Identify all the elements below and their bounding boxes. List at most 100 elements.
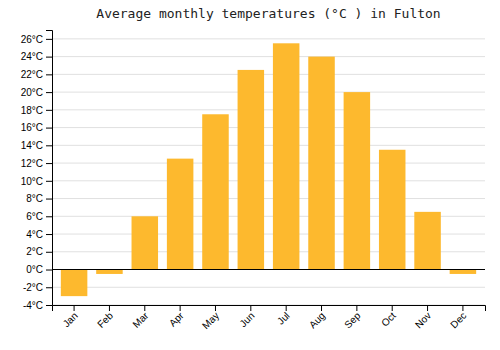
y-tick: 8°C [26, 193, 52, 204]
y-tick-mark [46, 92, 52, 93]
x-tick: Apr [167, 305, 186, 329]
x-tick: Sep [342, 305, 363, 330]
x-tick-mark [144, 305, 145, 311]
y-tick-label: 2°C [26, 246, 43, 257]
bar [344, 92, 371, 269]
y-tick: 22°C [21, 69, 52, 80]
y-tick-label: 26°C [21, 34, 43, 45]
x-tick-label: Sep [342, 310, 363, 331]
y-tick: 12°C [21, 158, 52, 169]
bar [61, 270, 88, 297]
bar [238, 70, 265, 270]
x-tick: Dec [448, 305, 468, 330]
x-tick-mark [286, 305, 287, 311]
grid-line [52, 109, 485, 110]
y-tick: 14°C [21, 140, 52, 151]
y-tick: -4°C [23, 300, 52, 311]
x-tick-mark [250, 305, 251, 311]
grid-line [52, 74, 485, 75]
y-tick-mark [46, 252, 52, 253]
x-tick-mark [462, 305, 463, 311]
bar [167, 159, 194, 270]
grid-line [52, 180, 485, 181]
y-tick-mark [46, 305, 52, 306]
grid [52, 39, 485, 305]
y-tick-label: 16°C [21, 122, 43, 133]
x-tick: Jan [61, 305, 80, 329]
bar [308, 57, 335, 270]
y-tick: 18°C [21, 105, 52, 116]
x-tick-label: Apr [167, 309, 186, 328]
x-tick-mark [180, 305, 181, 311]
bar [202, 114, 229, 269]
y-tick-mark [46, 110, 52, 111]
y-tick-mark [46, 270, 52, 271]
y-tick-mark [46, 216, 52, 217]
x-tick: Aug [307, 305, 327, 330]
x-tick-label: Oct [379, 310, 398, 329]
x-tick: Nov [413, 305, 433, 330]
x-tick-mark [74, 305, 75, 311]
x-tick-mark [109, 305, 110, 311]
plot-area [52, 43, 485, 296]
y-tick-label: 10°C [21, 176, 43, 187]
y-tick-mark [46, 128, 52, 129]
y-tick-mark [46, 199, 52, 200]
x-tick-mark [215, 305, 216, 311]
y-tick-label: 0°C [26, 264, 43, 275]
x-tick: Feb [95, 305, 115, 330]
title: Average monthly temperatures (°C ) in Fu… [96, 6, 440, 21]
y-tick: 10°C [21, 176, 52, 187]
x-tick: Mar [130, 305, 150, 330]
grid-line [52, 56, 485, 57]
y-tick-mark [46, 287, 52, 288]
grid-line [52, 92, 485, 93]
x-tick-label: Jun [237, 310, 256, 329]
y-tick-mark [46, 39, 52, 40]
grid-line [52, 38, 485, 39]
x-tick-mark [392, 305, 393, 311]
y-tick: 26°C [21, 34, 52, 45]
grid-line [52, 145, 485, 146]
x-tick-label: May [200, 310, 221, 331]
x-tick-label: Aug [307, 310, 327, 330]
chart-container: -4°C-2°C0°C2°C4°C6°C8°C10°C12°C14°C16°C1… [0, 0, 500, 350]
y-tick-label: 20°C [21, 87, 43, 98]
x-tick: Jul [275, 305, 292, 327]
chart-svg: -4°C-2°C0°C2°C4°C6°C8°C10°C12°C14°C16°C1… [0, 0, 500, 350]
bar [450, 270, 477, 274]
y-tick-label: -2°C [23, 282, 43, 293]
y-axis: -4°C-2°C0°C2°C4°C6°C8°C10°C12°C14°C16°C1… [21, 31, 53, 311]
x-tick-label: Jul [275, 310, 292, 327]
y-tick: 6°C [26, 211, 52, 222]
x-tick: Oct [379, 305, 398, 329]
y-tick-label: 12°C [21, 158, 43, 169]
bar [96, 270, 123, 274]
bar [132, 216, 159, 269]
y-tick-mark [46, 234, 52, 235]
y-tick-mark [46, 145, 52, 146]
y-tick-mark [46, 163, 52, 164]
y-tick-label: 14°C [21, 140, 43, 151]
y-tick-label: 22°C [21, 69, 43, 80]
grid-line [52, 198, 485, 199]
x-tick: May [200, 305, 221, 331]
x-tick-label: Nov [413, 310, 433, 330]
x-axis: Jan Feb Mar Apr May Jun Jul Aug Sep Oct Nov Dec [53, 305, 486, 331]
bar [379, 150, 406, 270]
y-axis-line [46, 31, 53, 306]
x-tick-mark [356, 305, 357, 311]
y-tick: 0°C [26, 264, 52, 275]
bar [414, 212, 441, 270]
y-tick: -2°C [23, 282, 52, 293]
y-tick-label: 18°C [21, 105, 43, 116]
x-tick-label: Mar [130, 309, 150, 329]
grid-line [52, 127, 485, 128]
y-tick-label: -4°C [23, 300, 43, 311]
y-tick-label: 6°C [26, 211, 43, 222]
y-tick-label: 24°C [21, 51, 43, 62]
x-axis-line [53, 306, 486, 312]
grid-line [52, 163, 485, 164]
x-tick: Jun [237, 305, 256, 329]
grid-line [52, 269, 485, 270]
